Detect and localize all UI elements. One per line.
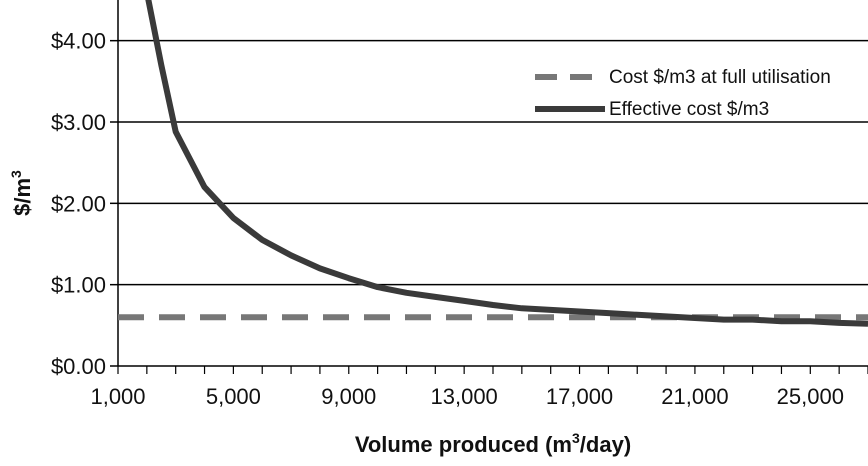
x-tick-label: 17,000 [546,384,613,409]
x-tick-label: 9,000 [321,384,376,409]
x-tick-label: 25,000 [777,384,844,409]
axes: $0.00 $1.00 $2.00 $3.00 $4.00 1,000 5,000 9,000… [51,0,868,409]
x-tick-label: 13,000 [431,384,498,409]
legend-label: Effective cost $/m3 [609,99,769,120]
y-tick-label: $4.00 [51,29,106,54]
series-lines [118,0,868,324]
x-tick-label: 1,000 [90,384,145,409]
legend-label: Cost $/m3 at full utilisation [609,67,831,88]
legend: Cost $/m3 at full utilisation Effective c… [535,67,831,120]
y-tick-label: $2.00 [51,191,106,216]
x-axis-title: Volume produced (m3/day) [355,430,631,457]
effective-cost-line [147,0,868,324]
x-tick-label: 5,000 [206,384,261,409]
y-tick-label: $1.00 [51,273,106,298]
y-tick-label: $0.00 [51,354,106,379]
y-axis-title: $/m3 [8,170,35,216]
y-tick-label: $3.00 [51,110,106,135]
x-tick-label: 21,000 [661,384,728,409]
